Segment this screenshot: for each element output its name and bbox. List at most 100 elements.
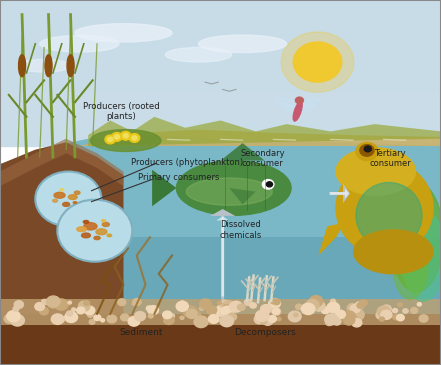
Circle shape <box>129 134 140 142</box>
Ellipse shape <box>280 104 297 112</box>
Ellipse shape <box>68 195 77 199</box>
Circle shape <box>14 301 23 308</box>
Circle shape <box>350 309 364 320</box>
Circle shape <box>378 309 388 317</box>
Circle shape <box>325 319 333 326</box>
Bar <box>0 5 441 10</box>
Circle shape <box>329 316 335 322</box>
Circle shape <box>356 142 378 161</box>
Bar <box>0 112 441 117</box>
Bar <box>0 29 441 34</box>
Circle shape <box>183 306 197 317</box>
Polygon shape <box>0 237 441 314</box>
Circle shape <box>309 296 323 307</box>
Bar <box>0 122 441 127</box>
Circle shape <box>132 303 136 306</box>
Circle shape <box>176 301 188 311</box>
Bar <box>0 15 441 19</box>
Bar <box>0 97 441 102</box>
Ellipse shape <box>298 104 315 112</box>
Bar <box>0 68 441 73</box>
Ellipse shape <box>336 161 433 255</box>
Circle shape <box>347 304 359 313</box>
Ellipse shape <box>275 97 298 107</box>
Circle shape <box>121 314 129 321</box>
Ellipse shape <box>73 201 77 203</box>
Ellipse shape <box>101 220 105 222</box>
Circle shape <box>105 135 116 144</box>
Circle shape <box>94 315 101 320</box>
Bar <box>0 58 441 63</box>
Bar <box>0 127 441 131</box>
Text: Producers (rooted
plants): Producers (rooted plants) <box>83 101 160 121</box>
Circle shape <box>67 311 73 316</box>
Circle shape <box>194 316 208 328</box>
Circle shape <box>84 301 90 306</box>
Bar <box>0 83 441 88</box>
Circle shape <box>78 301 90 311</box>
Circle shape <box>327 302 340 313</box>
Circle shape <box>220 306 234 317</box>
Ellipse shape <box>75 24 172 42</box>
Circle shape <box>360 145 374 156</box>
Circle shape <box>220 315 234 327</box>
Ellipse shape <box>293 101 302 121</box>
Circle shape <box>310 299 323 310</box>
Circle shape <box>180 316 184 319</box>
Polygon shape <box>88 117 441 146</box>
Bar <box>0 102 441 107</box>
Circle shape <box>237 304 245 310</box>
Ellipse shape <box>54 192 65 198</box>
Circle shape <box>164 316 174 324</box>
Circle shape <box>343 315 355 325</box>
Circle shape <box>187 310 197 318</box>
Circle shape <box>321 307 329 314</box>
Circle shape <box>261 319 267 324</box>
Circle shape <box>65 312 78 323</box>
Circle shape <box>146 306 152 311</box>
Circle shape <box>47 296 60 307</box>
Circle shape <box>40 307 49 315</box>
Circle shape <box>51 314 64 324</box>
Circle shape <box>180 301 184 304</box>
Circle shape <box>71 308 76 311</box>
Circle shape <box>396 314 404 321</box>
Circle shape <box>295 304 302 310</box>
Bar <box>0 73 441 78</box>
Circle shape <box>132 136 137 140</box>
Circle shape <box>294 313 298 317</box>
Circle shape <box>89 319 95 324</box>
Ellipse shape <box>401 210 441 301</box>
Ellipse shape <box>90 130 161 151</box>
Circle shape <box>281 32 354 92</box>
Circle shape <box>325 314 338 325</box>
Ellipse shape <box>354 230 433 274</box>
Polygon shape <box>0 142 123 365</box>
Bar <box>0 136 441 141</box>
Ellipse shape <box>63 202 70 207</box>
Circle shape <box>108 137 113 142</box>
Circle shape <box>230 301 243 312</box>
Circle shape <box>335 310 345 319</box>
Ellipse shape <box>107 234 112 237</box>
Circle shape <box>392 308 398 313</box>
Circle shape <box>376 311 386 319</box>
Circle shape <box>343 311 355 322</box>
Bar <box>0 299 441 325</box>
Ellipse shape <box>40 36 119 52</box>
Bar <box>0 54 441 58</box>
Ellipse shape <box>67 55 74 77</box>
Circle shape <box>351 319 362 327</box>
Circle shape <box>118 299 126 306</box>
Circle shape <box>381 310 392 319</box>
Bar <box>0 107 441 112</box>
Text: Sediment: Sediment <box>120 328 163 337</box>
Circle shape <box>364 146 371 152</box>
Circle shape <box>272 308 281 315</box>
Circle shape <box>262 316 273 325</box>
Text: Dissolved
chemicals: Dissolved chemicals <box>219 220 262 240</box>
Circle shape <box>4 314 15 323</box>
Bar <box>0 10 441 15</box>
Circle shape <box>295 97 303 104</box>
Circle shape <box>11 315 24 326</box>
